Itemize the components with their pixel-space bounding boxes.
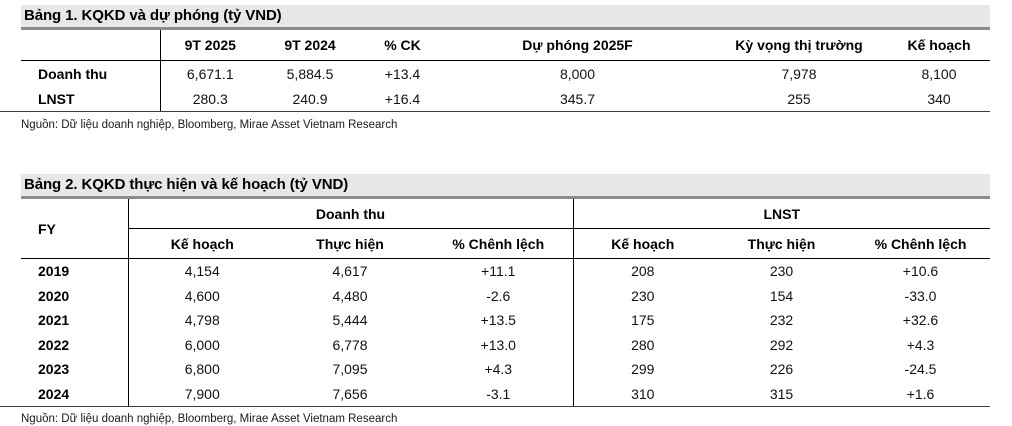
value-cell: +11.1: [481, 263, 516, 280]
table-row: 2019 4,154 4,617 +11.1 208 230 +10.6: [21, 258, 990, 284]
table-row: Doanh thu 6,671.1 5,884.5 +13.4 8,000 7,…: [21, 60, 990, 86]
value-cell: 4,617: [332, 263, 368, 280]
value-cell: 8,100: [921, 65, 957, 82]
t2-group-doanh-thu: Doanh thu: [128, 199, 573, 229]
t2-sub-lnst-chenh-lech: % Chênh lệch: [851, 228, 991, 259]
value-cell: 345.7: [559, 90, 596, 107]
value-cell: 280.3: [192, 90, 228, 107]
value-cell: -24.5: [904, 361, 937, 378]
value-cell: 7,978: [781, 65, 817, 82]
value-cell: 232: [769, 312, 794, 329]
table2: FY Doanh thu LNST Kế hoạch Thực hiện % C…: [21, 199, 991, 406]
value-cell: 7,656: [332, 385, 368, 402]
value-cell: 292: [769, 336, 794, 353]
value-cell: 230: [769, 263, 794, 280]
value-cell: 230: [572, 283, 712, 308]
value-cell: 5,444: [332, 312, 368, 329]
year-cell: 2023: [21, 357, 129, 382]
value-cell: 154: [769, 287, 794, 304]
row-label: Doanh thu: [21, 60, 161, 86]
table-row: 2023 6,800 7,095 +4.3 299 226 -24.5: [21, 357, 990, 382]
t2-sub-dt-thuc-hien: Thực hiện: [276, 228, 424, 259]
table1-title: Bảng 1. KQKD và dự phóng (tỷ VND): [24, 7, 282, 24]
value-cell: 4,154: [184, 263, 220, 280]
table1-section: Bảng 1. KQKD và dự phóng (tỷ VND) 9T 202…: [0, 5, 990, 132]
value-cell: 8,000: [559, 65, 596, 82]
table2-title: Bảng 2. KQKD thực hiện và kế hoạch (tỷ V…: [24, 176, 349, 193]
t1-header-ky-vong-thi-truong: Kỳ vọng thị trường: [710, 30, 888, 61]
t1-header-9t-2024: 9T 2024: [260, 30, 360, 61]
value-cell: +32.6: [902, 312, 939, 329]
t2-sub-lnst-ke-hoach: Kế hoạch: [572, 228, 712, 259]
t2-group-lnst: LNST: [572, 199, 991, 229]
table1-title-bar: Bảng 1. KQKD và dự phóng (tỷ VND): [21, 5, 990, 30]
year-cell: 2019: [21, 258, 129, 284]
t2-header-fy: FY: [21, 199, 129, 259]
year-cell: 2024: [21, 381, 129, 406]
t2-sub-lnst-thuc-hien: Thực hiện: [712, 228, 851, 259]
year-cell: 2021: [21, 308, 129, 333]
value-cell: 7,900: [184, 385, 220, 402]
value-cell: 7,095: [332, 361, 368, 378]
table-row: LNST 280.3 240.9 +16.4 345.7 255 340: [21, 86, 990, 111]
table1-source: Nguồn: Dữ liệu doanh nghiệp, Bloomberg, …: [21, 119, 398, 131]
table2-section: Bảng 2. KQKD thực hiện và kế hoạch (tỷ V…: [0, 174, 991, 426]
value-cell: 255: [787, 90, 811, 107]
table-row: 2024 7,900 7,656 -3.1 310 315 +1.6: [21, 381, 990, 406]
value-cell: 240.9: [292, 90, 328, 107]
value-cell: 4,480: [332, 287, 368, 304]
value-cell: +4.3: [484, 361, 513, 378]
table2-title-bar: Bảng 2. KQKD thực hiện và kế hoạch (tỷ V…: [21, 174, 990, 199]
table-row: 2022 6,000 6,778 +13.0 280 292 +4.3: [21, 332, 990, 357]
value-cell: +13.4: [384, 65, 421, 82]
value-cell: 6,800: [184, 361, 220, 378]
value-cell: +13.5: [480, 312, 516, 329]
value-cell: 315: [769, 385, 794, 402]
section-spacer: [21, 132, 990, 174]
value-cell: +1.6: [906, 385, 935, 402]
value-cell: 280: [572, 332, 712, 357]
t1-header-empty: [21, 30, 161, 61]
table1-header-row: 9T 2025 9T 2024 % CK Dự phóng 2025F Kỳ v…: [21, 30, 990, 61]
value-cell: 4,798: [184, 312, 220, 329]
t1-header-pct-ck: % CK: [360, 30, 445, 61]
table2-group-header-row: FY Doanh thu LNST: [21, 199, 991, 259]
value-cell: 6,000: [184, 336, 220, 353]
year-cell: 2020: [21, 283, 129, 308]
value-cell: +13.0: [480, 336, 516, 353]
t1-header-du-phong-2025f: Dự phóng 2025F: [445, 30, 710, 61]
table-row: 2020 4,600 4,480 -2.6 230 154 -33.0: [21, 283, 990, 308]
value-cell: -2.6: [486, 287, 511, 304]
value-cell: -3.1: [486, 385, 511, 402]
value-cell: 6,671.1: [186, 65, 234, 82]
value-cell: 226: [769, 361, 794, 378]
value-cell: 208: [572, 258, 712, 284]
table-row: 2021 4,798 5,444 +13.5 175 232 +32.6: [21, 308, 990, 333]
value-cell: +16.4: [384, 90, 421, 107]
year-cell: 2022: [21, 332, 129, 357]
value-cell: 175: [572, 308, 712, 333]
value-cell: +10.6: [902, 263, 939, 280]
t2-sub-dt-ke-hoach: Kế hoạch: [128, 228, 276, 259]
table1-bottom-rule: [0, 111, 990, 112]
table1: 9T 2025 9T 2024 % CK Dự phóng 2025F Kỳ v…: [21, 30, 990, 111]
table2-source: Nguồn: Dữ liệu doanh nghiệp, Bloomberg, …: [21, 413, 398, 425]
table2-subheader-row: Kế hoạch Thực hiện % Chênh lệch Kế hoạch…: [21, 228, 991, 259]
value-cell: 4,600: [184, 287, 220, 304]
value-cell: 6,778: [332, 336, 368, 353]
value-cell: -33.0: [904, 287, 937, 304]
value-cell: 310: [572, 381, 712, 406]
value-cell: 299: [572, 357, 712, 382]
value-cell: 5,884.5: [286, 65, 334, 82]
t1-header-9t-2025: 9T 2025: [160, 30, 260, 61]
t2-sub-dt-chenh-lech: % Chênh lệch: [424, 228, 573, 259]
table2-bottom-rule: [0, 406, 990, 407]
value-cell: +4.3: [906, 336, 935, 353]
row-label: LNST: [21, 86, 161, 111]
value-cell: 340: [927, 90, 951, 107]
t1-header-ke-hoach: Kế hoạch: [888, 30, 990, 61]
